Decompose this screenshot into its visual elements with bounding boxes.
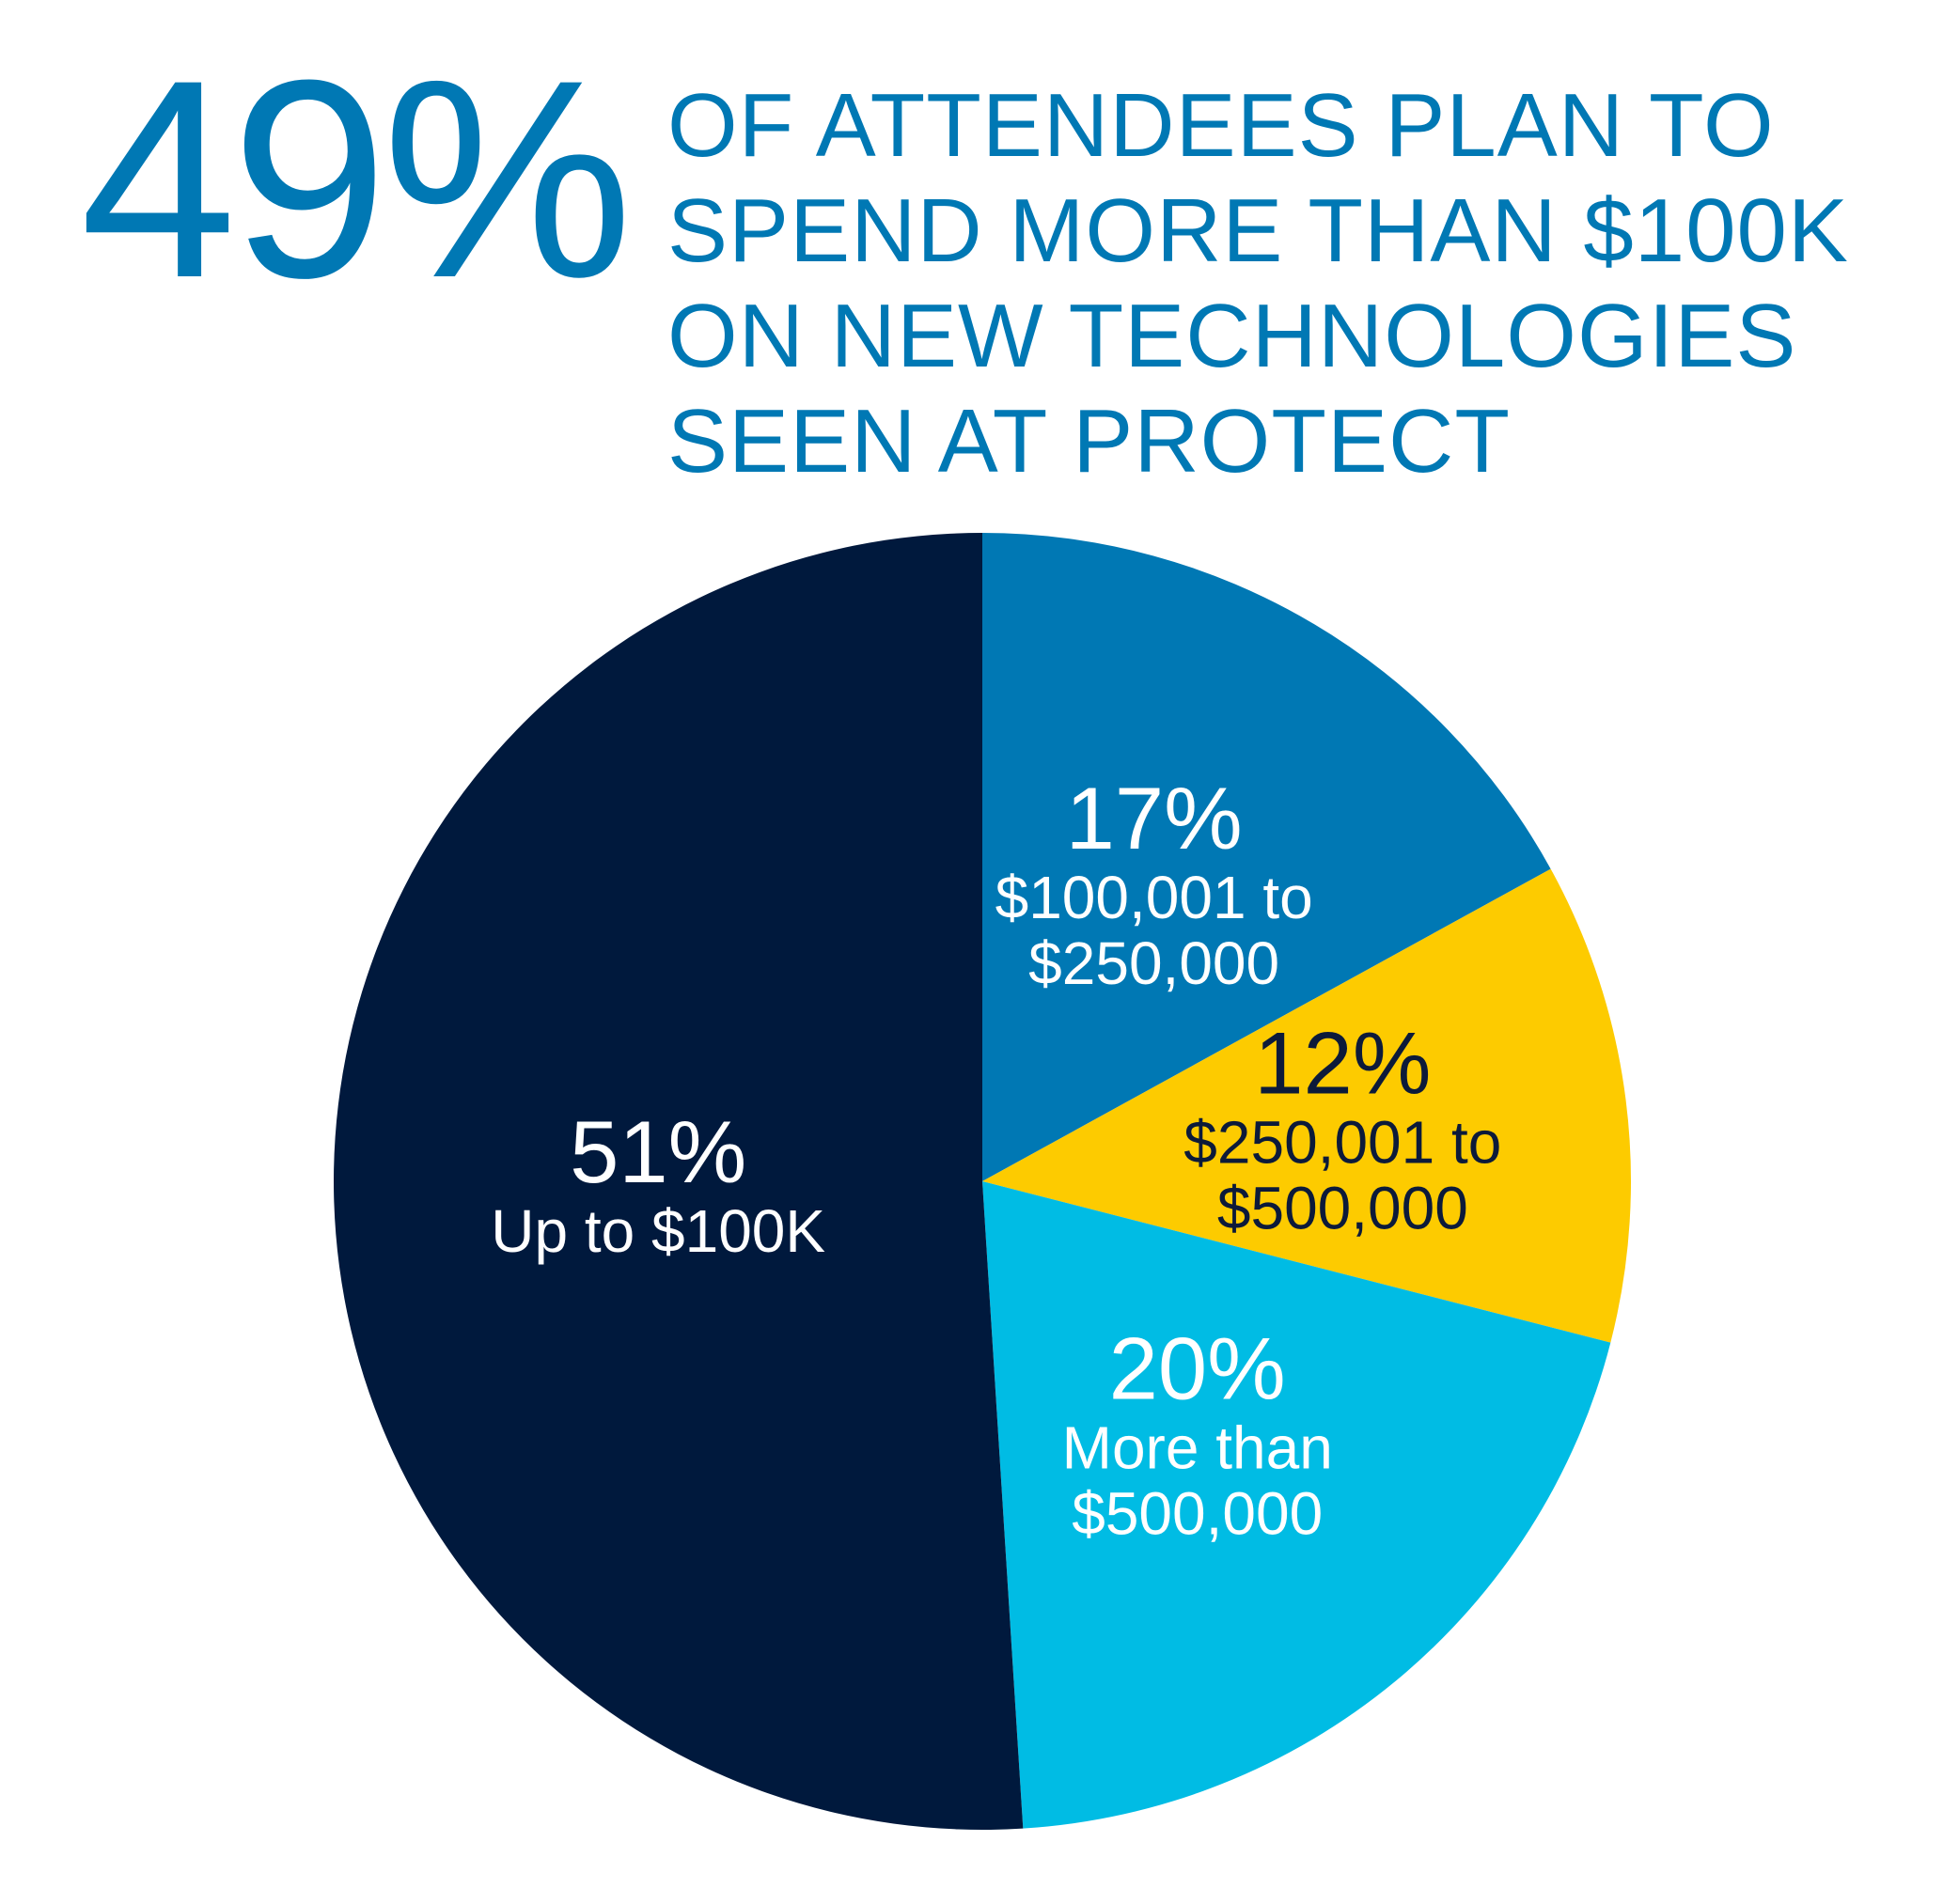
headline-line-4: SEEN AT PROTECT — [667, 391, 1511, 492]
headline-text: OF ATTENDEES PLAN TO SPEND MORE THAN $10… — [667, 73, 1918, 494]
headline-line-2: SPEND MORE THAN $100K — [667, 180, 1849, 281]
headline-line-1: OF ATTENDEES PLAN TO — [667, 75, 1775, 176]
slice-category-label-100k-250k-line-1: $100,001 to — [995, 864, 1313, 931]
pie-slice-over-500k — [982, 1181, 1611, 1829]
slice-category-label-100k-250k-line-2: $250,000 — [1028, 929, 1279, 997]
slice-category-label-over-500k-line-2: $500,000 — [1072, 1479, 1323, 1547]
slice-pct-label-up-to-100k: 51% — [570, 1102, 746, 1201]
pie-slice-100k-250k — [982, 533, 1551, 1181]
pie-slice-up-to-100k — [334, 533, 1024, 1830]
slice-category-label-over-500k-line-1: More than — [1062, 1413, 1333, 1481]
slice-category-label-up-to-100k-line-1: Up to $100K — [491, 1197, 825, 1265]
slice-pct-label-100k-250k: 17% — [1066, 769, 1243, 867]
slice-pct-label-over-500k: 20% — [1109, 1319, 1286, 1417]
headline-line-3: ON NEW TECHNOLOGIES — [667, 286, 1797, 386]
slice-pct-label-250k-500k: 12% — [1254, 1014, 1431, 1113]
slice-category-label-250k-500k-line-2: $500,000 — [1217, 1175, 1468, 1242]
slice-category-label-250k-500k-line-1: $250,001 to — [1183, 1109, 1501, 1177]
pie-slice-250k-500k — [982, 868, 1631, 1343]
headline-stat: 49% — [80, 21, 633, 336]
